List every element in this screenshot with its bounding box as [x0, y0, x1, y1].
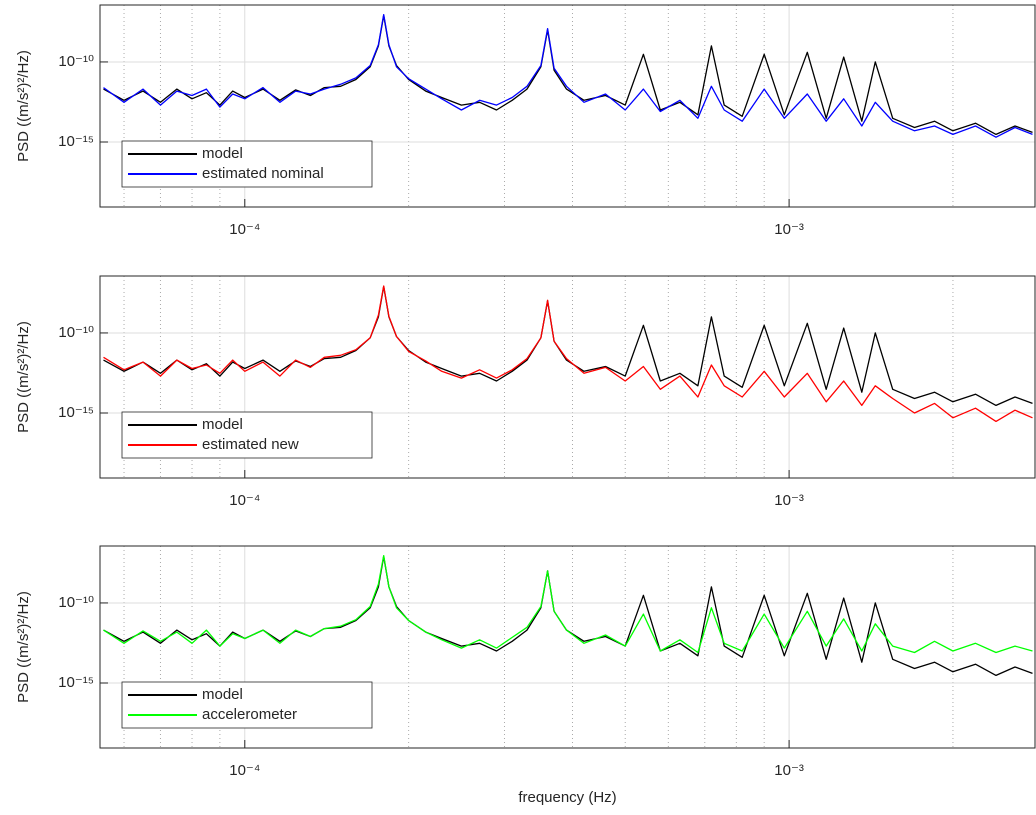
x-tick-label: 10⁻⁴: [229, 492, 260, 509]
x-tick-label: 10⁻³: [774, 221, 804, 238]
subplot: 10⁻⁴ 10⁻³ 10⁻¹⁵ 10⁻¹⁰ PSD ((m/s²)²/Hz) model e…: [15, 4, 1036, 238]
y-tick-label: 10⁻¹⁵: [58, 404, 94, 421]
axes-frame: [99, 275, 1036, 479]
y-tick-label: 10⁻¹⁰: [58, 324, 94, 341]
axes-frame: [99, 4, 1036, 208]
legend-box: [121, 681, 373, 729]
series-line: [103, 285, 1033, 423]
legend: model estimated new: [121, 411, 373, 459]
y-tick-label: 10⁻¹⁰: [58, 53, 94, 70]
legend: model estimated nominal: [121, 140, 373, 188]
x-tick-label: 10⁻³: [774, 492, 804, 509]
legend-label: model: [202, 686, 243, 703]
y-axis-label: PSD ((m/s²)²/Hz): [15, 50, 32, 162]
y-tick-label: 10⁻¹⁰: [58, 594, 94, 611]
series-line: [103, 13, 1033, 138]
y-tick-label: 10⁻¹⁵: [58, 674, 94, 691]
legend-box: [121, 411, 373, 459]
series-line: [103, 285, 1033, 407]
subplot: 10⁻⁴ 10⁻³ 10⁻¹⁵ 10⁻¹⁰ PSD ((m/s²)²/Hz) freque…: [15, 545, 1036, 806]
legend-box: [121, 140, 373, 188]
legend: model accelerometer: [121, 681, 373, 729]
legend-label: estimated new: [202, 436, 299, 453]
x-tick-label: 10⁻⁴: [229, 221, 260, 238]
x-tick-label: 10⁻⁴: [229, 762, 260, 779]
subplot: 10⁻⁴ 10⁻³ 10⁻¹⁵ 10⁻¹⁰ PSD ((m/s²)²/Hz) model e…: [15, 275, 1036, 509]
legend-label: model: [202, 416, 243, 433]
x-axis-label: frequency (Hz): [518, 789, 616, 806]
legend-label: estimated nominal: [202, 165, 324, 182]
y-axis-label: PSD ((m/s²)²/Hz): [15, 321, 32, 433]
legend-label: model: [202, 145, 243, 162]
x-tick-label: 10⁻³: [774, 762, 804, 779]
legend-label: accelerometer: [202, 706, 297, 723]
axes-frame: [99, 545, 1036, 749]
y-tick-label: 10⁻¹⁵: [58, 133, 94, 150]
y-axis-label: PSD ((m/s²)²/Hz): [15, 591, 32, 703]
series-line: [103, 554, 1033, 654]
